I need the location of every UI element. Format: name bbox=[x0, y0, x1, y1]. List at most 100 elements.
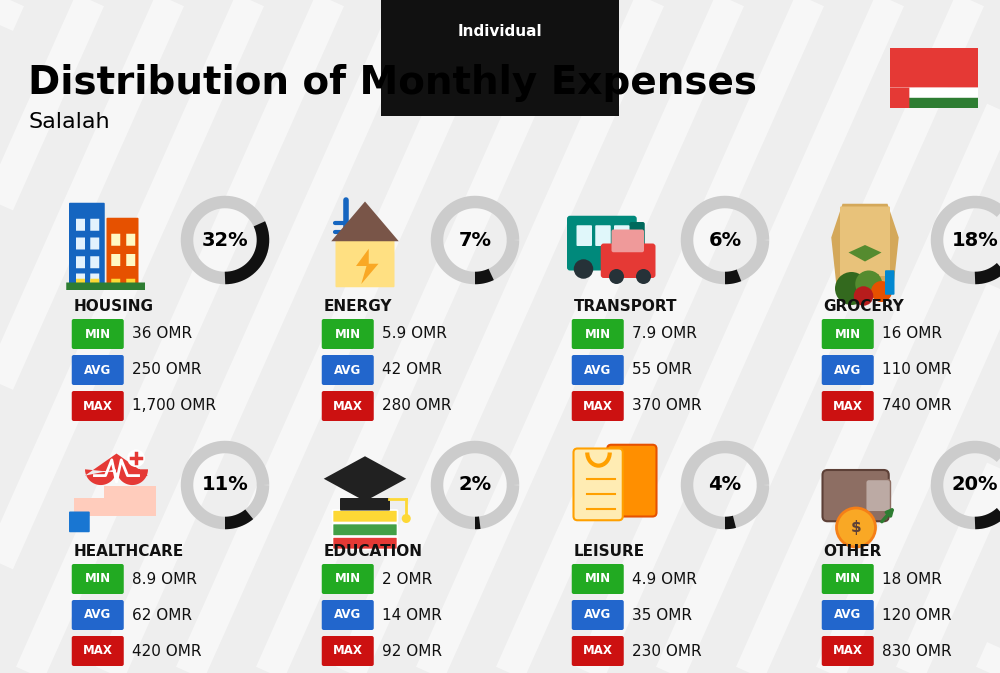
FancyBboxPatch shape bbox=[822, 600, 874, 630]
FancyBboxPatch shape bbox=[332, 510, 398, 522]
FancyBboxPatch shape bbox=[572, 564, 624, 594]
FancyBboxPatch shape bbox=[840, 207, 890, 276]
FancyBboxPatch shape bbox=[76, 273, 85, 285]
Polygon shape bbox=[74, 487, 156, 516]
FancyBboxPatch shape bbox=[111, 254, 120, 266]
Text: LEISURE: LEISURE bbox=[574, 544, 645, 559]
Text: MIN: MIN bbox=[585, 328, 611, 341]
FancyBboxPatch shape bbox=[850, 274, 859, 291]
Text: Salalah: Salalah bbox=[28, 112, 110, 132]
Text: 4.9 OMR: 4.9 OMR bbox=[632, 571, 697, 586]
Text: MAX: MAX bbox=[83, 645, 113, 658]
FancyBboxPatch shape bbox=[76, 279, 85, 285]
Text: 8.9 OMR: 8.9 OMR bbox=[132, 571, 197, 586]
FancyBboxPatch shape bbox=[822, 470, 889, 522]
Circle shape bbox=[574, 259, 593, 279]
FancyBboxPatch shape bbox=[90, 219, 99, 231]
FancyBboxPatch shape bbox=[601, 244, 656, 278]
Text: TRANSPORT: TRANSPORT bbox=[574, 299, 677, 314]
Text: 42 OMR: 42 OMR bbox=[382, 363, 442, 378]
Text: MIN: MIN bbox=[835, 573, 861, 586]
FancyBboxPatch shape bbox=[866, 479, 891, 511]
Text: AVG: AVG bbox=[584, 363, 611, 376]
Text: 1,700 OMR: 1,700 OMR bbox=[132, 398, 216, 413]
FancyBboxPatch shape bbox=[111, 279, 120, 285]
Text: MIN: MIN bbox=[835, 328, 861, 341]
Text: Distribution of Monthly Expenses: Distribution of Monthly Expenses bbox=[28, 64, 757, 102]
Text: 420 OMR: 420 OMR bbox=[132, 643, 201, 658]
Circle shape bbox=[127, 450, 145, 467]
Text: AVG: AVG bbox=[584, 608, 611, 621]
FancyBboxPatch shape bbox=[332, 524, 398, 536]
FancyBboxPatch shape bbox=[822, 391, 874, 421]
FancyBboxPatch shape bbox=[822, 319, 874, 349]
FancyBboxPatch shape bbox=[72, 319, 124, 349]
FancyBboxPatch shape bbox=[340, 498, 390, 511]
Text: 7%: 7% bbox=[458, 230, 492, 250]
FancyBboxPatch shape bbox=[822, 564, 874, 594]
Text: 35 OMR: 35 OMR bbox=[632, 608, 692, 623]
Text: AVG: AVG bbox=[834, 363, 861, 376]
FancyBboxPatch shape bbox=[72, 564, 124, 594]
Text: AVG: AVG bbox=[84, 363, 111, 376]
Text: OTHER: OTHER bbox=[824, 544, 882, 559]
Circle shape bbox=[855, 271, 882, 297]
Text: 20%: 20% bbox=[952, 476, 998, 495]
FancyBboxPatch shape bbox=[69, 511, 90, 532]
Text: 92 OMR: 92 OMR bbox=[382, 643, 442, 658]
Text: 14 OMR: 14 OMR bbox=[382, 608, 442, 623]
FancyBboxPatch shape bbox=[890, 87, 909, 108]
FancyBboxPatch shape bbox=[322, 636, 374, 666]
Circle shape bbox=[854, 286, 873, 306]
Text: 230 OMR: 230 OMR bbox=[632, 643, 701, 658]
Polygon shape bbox=[324, 456, 406, 501]
Text: MAX: MAX bbox=[83, 400, 113, 413]
FancyBboxPatch shape bbox=[572, 391, 624, 421]
Text: MAX: MAX bbox=[333, 645, 363, 658]
FancyBboxPatch shape bbox=[90, 279, 99, 285]
FancyBboxPatch shape bbox=[72, 636, 124, 666]
Text: 55 OMR: 55 OMR bbox=[632, 363, 692, 378]
FancyBboxPatch shape bbox=[322, 600, 374, 630]
FancyBboxPatch shape bbox=[72, 391, 124, 421]
Text: HOUSING: HOUSING bbox=[74, 299, 154, 314]
FancyBboxPatch shape bbox=[576, 225, 592, 246]
Text: 18%: 18% bbox=[952, 230, 998, 250]
FancyBboxPatch shape bbox=[572, 355, 624, 385]
FancyBboxPatch shape bbox=[595, 225, 611, 246]
FancyBboxPatch shape bbox=[90, 256, 99, 269]
Text: Individual: Individual bbox=[458, 24, 542, 40]
Polygon shape bbox=[831, 204, 899, 286]
FancyBboxPatch shape bbox=[322, 391, 374, 421]
Text: 62 OMR: 62 OMR bbox=[132, 608, 192, 623]
Polygon shape bbox=[848, 245, 882, 262]
Text: 5.9 OMR: 5.9 OMR bbox=[382, 326, 447, 341]
Text: 280 OMR: 280 OMR bbox=[382, 398, 451, 413]
FancyBboxPatch shape bbox=[574, 448, 623, 520]
FancyBboxPatch shape bbox=[90, 238, 99, 250]
Circle shape bbox=[836, 508, 876, 547]
Text: 36 OMR: 36 OMR bbox=[132, 326, 192, 341]
Text: MIN: MIN bbox=[85, 573, 111, 586]
Text: 250 OMR: 250 OMR bbox=[132, 363, 201, 378]
Polygon shape bbox=[331, 201, 399, 241]
Polygon shape bbox=[85, 454, 148, 485]
FancyBboxPatch shape bbox=[612, 229, 644, 252]
FancyBboxPatch shape bbox=[126, 254, 135, 266]
Text: MIN: MIN bbox=[585, 573, 611, 586]
Text: AVG: AVG bbox=[84, 608, 111, 621]
FancyBboxPatch shape bbox=[572, 319, 624, 349]
FancyBboxPatch shape bbox=[322, 319, 374, 349]
Text: AVG: AVG bbox=[834, 608, 861, 621]
Text: 4%: 4% bbox=[708, 476, 742, 495]
Circle shape bbox=[609, 269, 624, 284]
FancyBboxPatch shape bbox=[111, 234, 120, 246]
Text: 16 OMR: 16 OMR bbox=[882, 326, 942, 341]
Circle shape bbox=[402, 514, 411, 523]
Text: 120 OMR: 120 OMR bbox=[882, 608, 951, 623]
Text: 2 OMR: 2 OMR bbox=[382, 571, 432, 586]
Text: 18 OMR: 18 OMR bbox=[882, 571, 942, 586]
FancyBboxPatch shape bbox=[322, 355, 374, 385]
Text: MIN: MIN bbox=[85, 328, 111, 341]
Polygon shape bbox=[356, 249, 378, 284]
